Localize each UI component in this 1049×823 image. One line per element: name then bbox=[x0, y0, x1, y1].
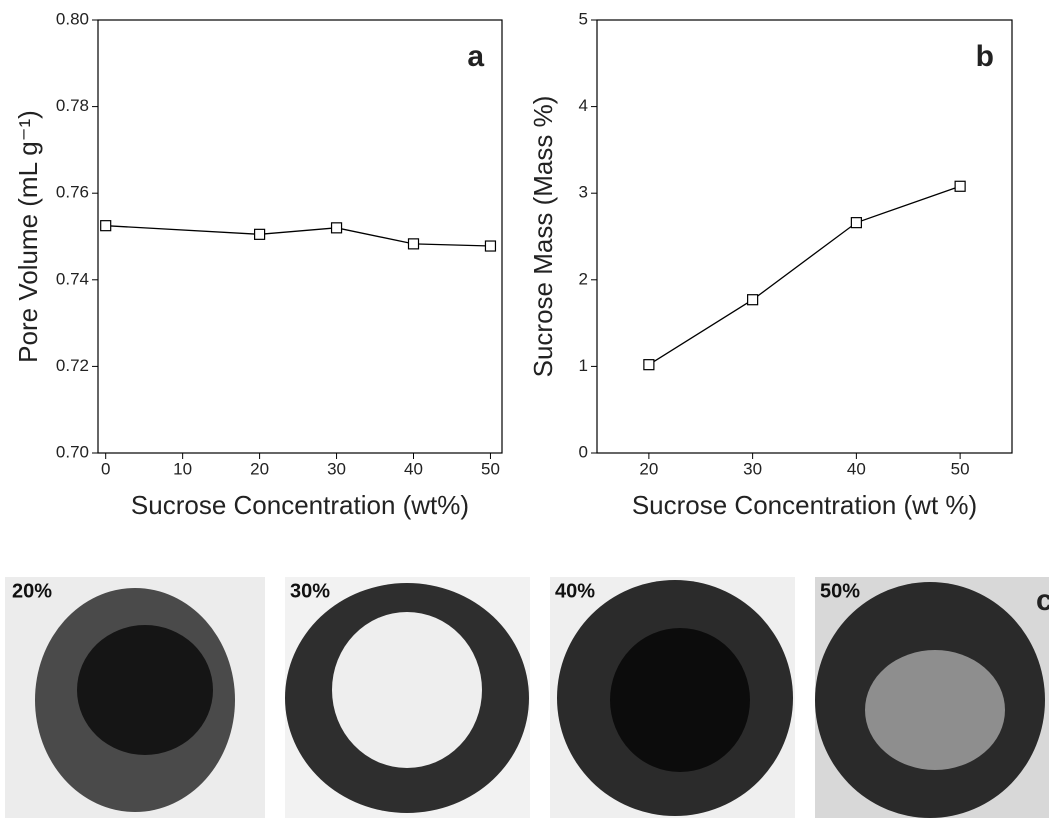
y-tick-label: 2 bbox=[579, 269, 588, 288]
y-axis-label: Sucrose Mass (Mass %) bbox=[528, 96, 558, 378]
x-tick-label: 50 bbox=[951, 459, 970, 478]
x-tick-label: 0 bbox=[101, 459, 110, 478]
plot-frame bbox=[596, 19, 1013, 454]
x-axis-label: Sucrose Concentration (wt%) bbox=[131, 490, 469, 520]
marker bbox=[850, 217, 862, 229]
x-tick-label: 40 bbox=[404, 459, 423, 478]
photo-label: 40% bbox=[555, 580, 595, 602]
y-tick-label: 5 bbox=[579, 9, 588, 28]
y-tick-label: 0.76 bbox=[56, 183, 89, 202]
x-tick-label: 30 bbox=[327, 459, 346, 478]
tube-bore bbox=[610, 628, 750, 772]
y-tick-label: 0.80 bbox=[56, 9, 89, 28]
y-tick-label: 0.74 bbox=[56, 269, 89, 288]
x-axis-label: Sucrose Concentration (wt %) bbox=[632, 490, 977, 520]
marker bbox=[254, 228, 266, 240]
tube-bore bbox=[332, 612, 482, 768]
marker bbox=[100, 220, 112, 232]
photo-panel: 20% 30% 40% 50% c bbox=[5, 577, 1049, 818]
panel-label: a bbox=[467, 40, 484, 73]
y-axis-label: Pore Volume (mL g⁻¹) bbox=[13, 110, 43, 363]
x-tick-label: 50 bbox=[481, 459, 500, 478]
y-tick-label: 3 bbox=[579, 183, 588, 202]
data-line bbox=[648, 185, 961, 366]
photo-label: 30% bbox=[290, 580, 330, 602]
marker bbox=[643, 359, 655, 371]
y-tick-label: 0.78 bbox=[56, 96, 89, 115]
photo-label: 20% bbox=[12, 580, 52, 602]
y-tick-label: 4 bbox=[579, 96, 588, 115]
data-line bbox=[105, 225, 491, 247]
marker bbox=[407, 238, 420, 250]
panel-label: b bbox=[976, 40, 994, 73]
x-tick-label: 30 bbox=[743, 459, 762, 478]
marker bbox=[747, 294, 759, 306]
marker bbox=[484, 240, 497, 252]
photo-label: 50% bbox=[820, 580, 860, 602]
y-tick-label: 0.72 bbox=[56, 356, 89, 375]
marker bbox=[330, 222, 343, 234]
panel-label: c bbox=[1036, 584, 1049, 617]
x-tick-label: 10 bbox=[173, 459, 192, 478]
x-tick-label: 40 bbox=[847, 459, 866, 478]
y-tick-label: 0.70 bbox=[56, 442, 89, 461]
marker bbox=[954, 180, 966, 192]
y-tick-label: 0 bbox=[579, 442, 588, 461]
x-tick-label: 20 bbox=[250, 459, 269, 478]
tube-bore bbox=[865, 650, 1005, 770]
tube-bore bbox=[77, 625, 213, 755]
plot-frame bbox=[97, 19, 503, 454]
y-tick-label: 1 bbox=[579, 356, 588, 375]
x-tick-label: 20 bbox=[639, 459, 658, 478]
